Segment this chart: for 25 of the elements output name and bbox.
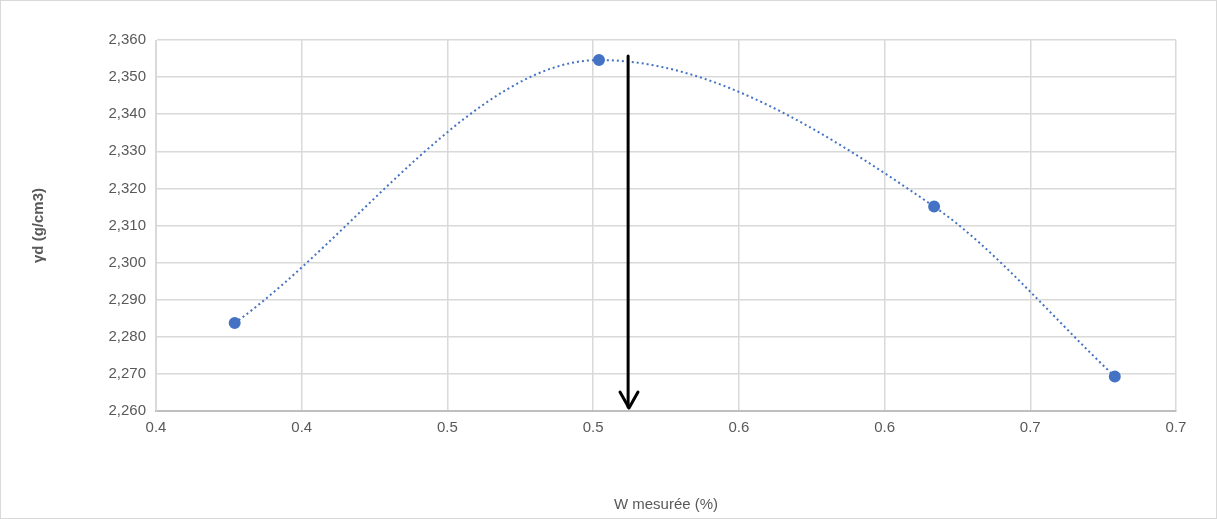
point (228, 317, 241, 330)
x-tick-label: 0.7 (1019, 418, 1041, 436)
x-tick-label: 0.6 (874, 418, 895, 436)
x-tick-label: 0.5 (437, 418, 458, 436)
point (592, 54, 605, 67)
x-tick-label: 0.5 (582, 418, 604, 436)
y-tick-label: 2,290 (108, 289, 146, 307)
y-tick-label: 2,320 (108, 178, 146, 196)
y-tick-label: 2,340 (108, 104, 146, 122)
x-tick-label: 0.4 (291, 418, 313, 436)
y-tick-label: 2,300 (108, 252, 146, 270)
y-tick-label: 2,310 (108, 215, 146, 233)
point (928, 200, 941, 213)
x-tick-label: 0.6 (728, 418, 750, 436)
y-tick-label: 2,360 (108, 30, 146, 48)
y-tick-label: 2,350 (108, 67, 146, 85)
point (1108, 370, 1121, 383)
y-tick-label: 2,330 (108, 141, 146, 159)
y-tick-label: 2,280 (108, 326, 146, 344)
x-tick-label: 0.4 (145, 418, 167, 436)
y-tick-label: 2,260 (108, 401, 146, 419)
x-tick-label: 0.7 (1165, 418, 1187, 436)
y-axis-title: γd (g/cm3) (29, 187, 47, 264)
x-axis-title: W mesurée (%) (613, 495, 719, 513)
y-tick-label: 2,270 (108, 364, 146, 382)
